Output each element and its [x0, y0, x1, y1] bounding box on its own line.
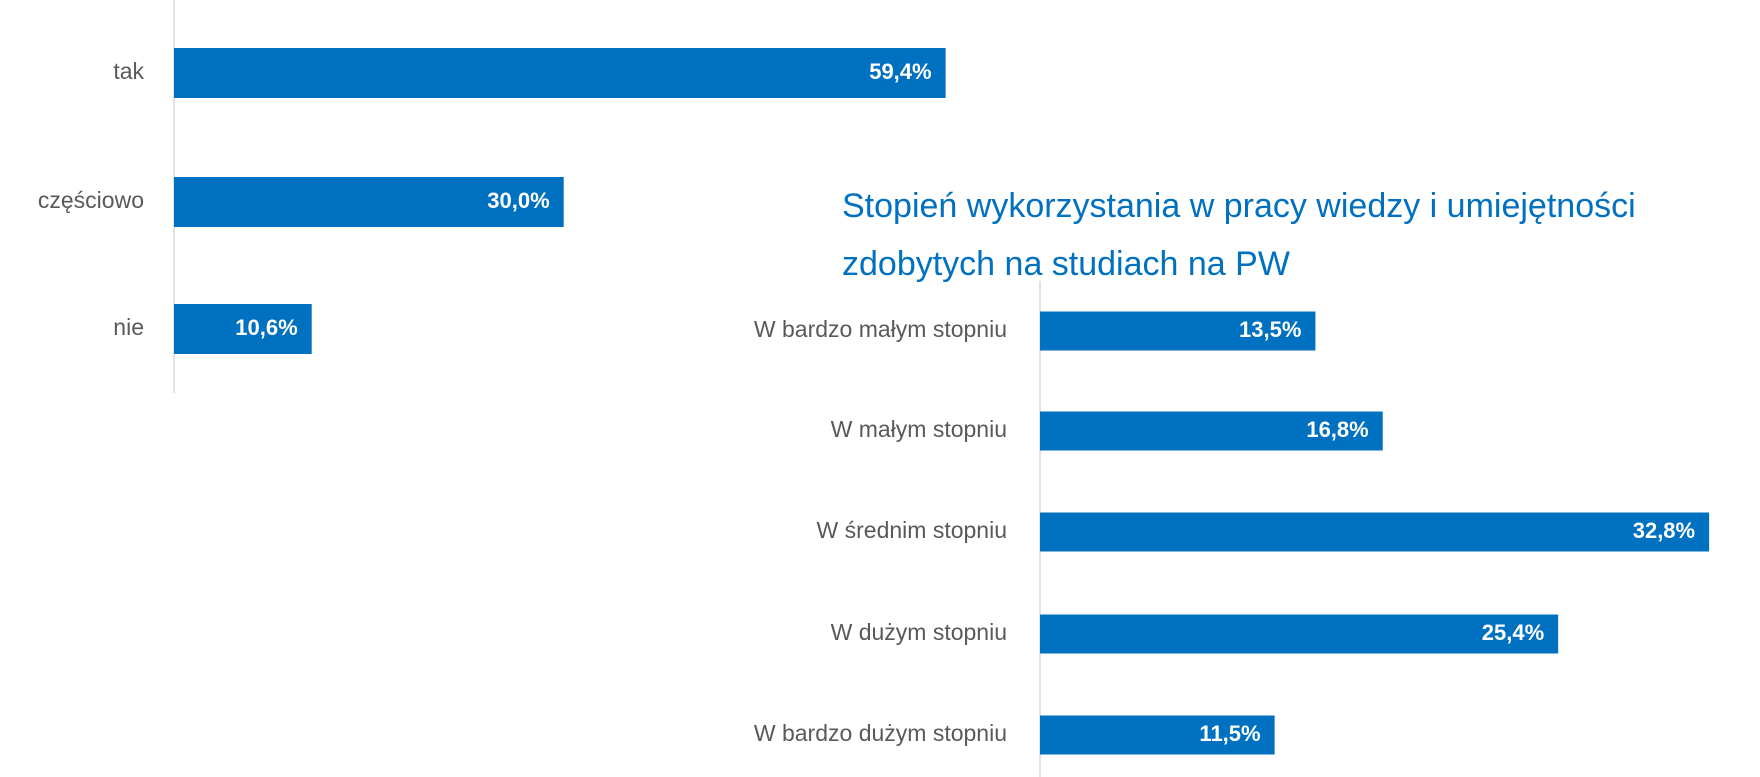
value-label: 13,5% [1239, 317, 1301, 342]
bar [174, 48, 946, 98]
category-label: nie [113, 314, 144, 340]
bar [1040, 512, 1710, 552]
category-label: W małym stopniu [831, 416, 1007, 442]
category-label: W dużym stopniu [831, 619, 1007, 645]
bar [174, 304, 312, 354]
bar [1040, 411, 1383, 451]
bar [1040, 311, 1316, 351]
category-label: częściowo [38, 187, 144, 213]
value-label: 11,5% [1199, 721, 1260, 746]
value-label: 30,0% [487, 188, 549, 213]
value-label: 10,6% [235, 315, 297, 340]
chart-title: Stopień wykorzystania w pracy wiedzy i u… [842, 187, 1636, 225]
value-label: 16,8% [1306, 417, 1368, 442]
value-label: 25,4% [1482, 620, 1544, 645]
category-label: W bardzo dużym stopniu [754, 720, 1007, 746]
bar [1040, 614, 1559, 654]
category-label: W średnim stopniu [817, 517, 1007, 543]
bar [174, 177, 564, 227]
category-label: W bardzo małym stopniu [754, 316, 1007, 342]
bar [1040, 715, 1275, 755]
value-label: 59,4% [869, 59, 931, 84]
category-label: tak [113, 58, 144, 84]
value-label: 32,8% [1633, 518, 1695, 543]
chart-title: zdobytych na studiach na PW [842, 245, 1290, 283]
